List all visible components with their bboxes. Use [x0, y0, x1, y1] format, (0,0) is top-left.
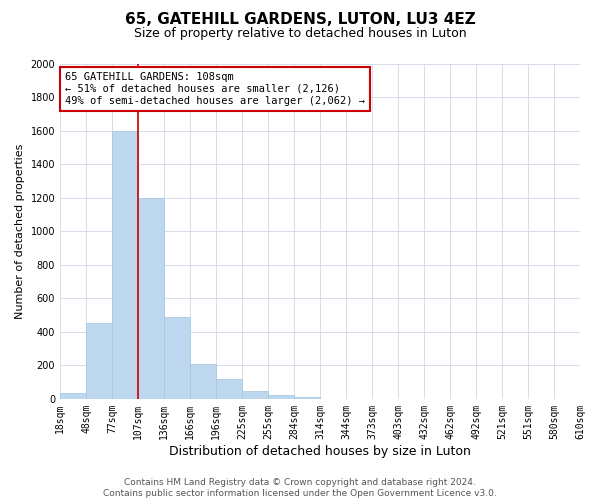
- Bar: [294, 397, 320, 399]
- Bar: [60, 393, 86, 399]
- Text: 65, GATEHILL GARDENS, LUTON, LU3 4EZ: 65, GATEHILL GARDENS, LUTON, LU3 4EZ: [125, 12, 475, 28]
- Bar: [242, 392, 268, 399]
- Text: 65 GATEHILL GARDENS: 108sqm
← 51% of detached houses are smaller (2,126)
49% of : 65 GATEHILL GARDENS: 108sqm ← 51% of det…: [65, 72, 365, 106]
- Bar: [268, 396, 294, 399]
- Bar: [112, 131, 138, 399]
- X-axis label: Distribution of detached houses by size in Luton: Distribution of detached houses by size …: [169, 444, 471, 458]
- Text: Contains HM Land Registry data © Crown copyright and database right 2024.
Contai: Contains HM Land Registry data © Crown c…: [103, 478, 497, 498]
- Text: Size of property relative to detached houses in Luton: Size of property relative to detached ho…: [134, 28, 466, 40]
- Y-axis label: Number of detached properties: Number of detached properties: [15, 144, 25, 319]
- Bar: [190, 364, 216, 399]
- Bar: [138, 198, 164, 399]
- Bar: [86, 322, 112, 399]
- Bar: [164, 317, 190, 399]
- Bar: [216, 378, 242, 399]
